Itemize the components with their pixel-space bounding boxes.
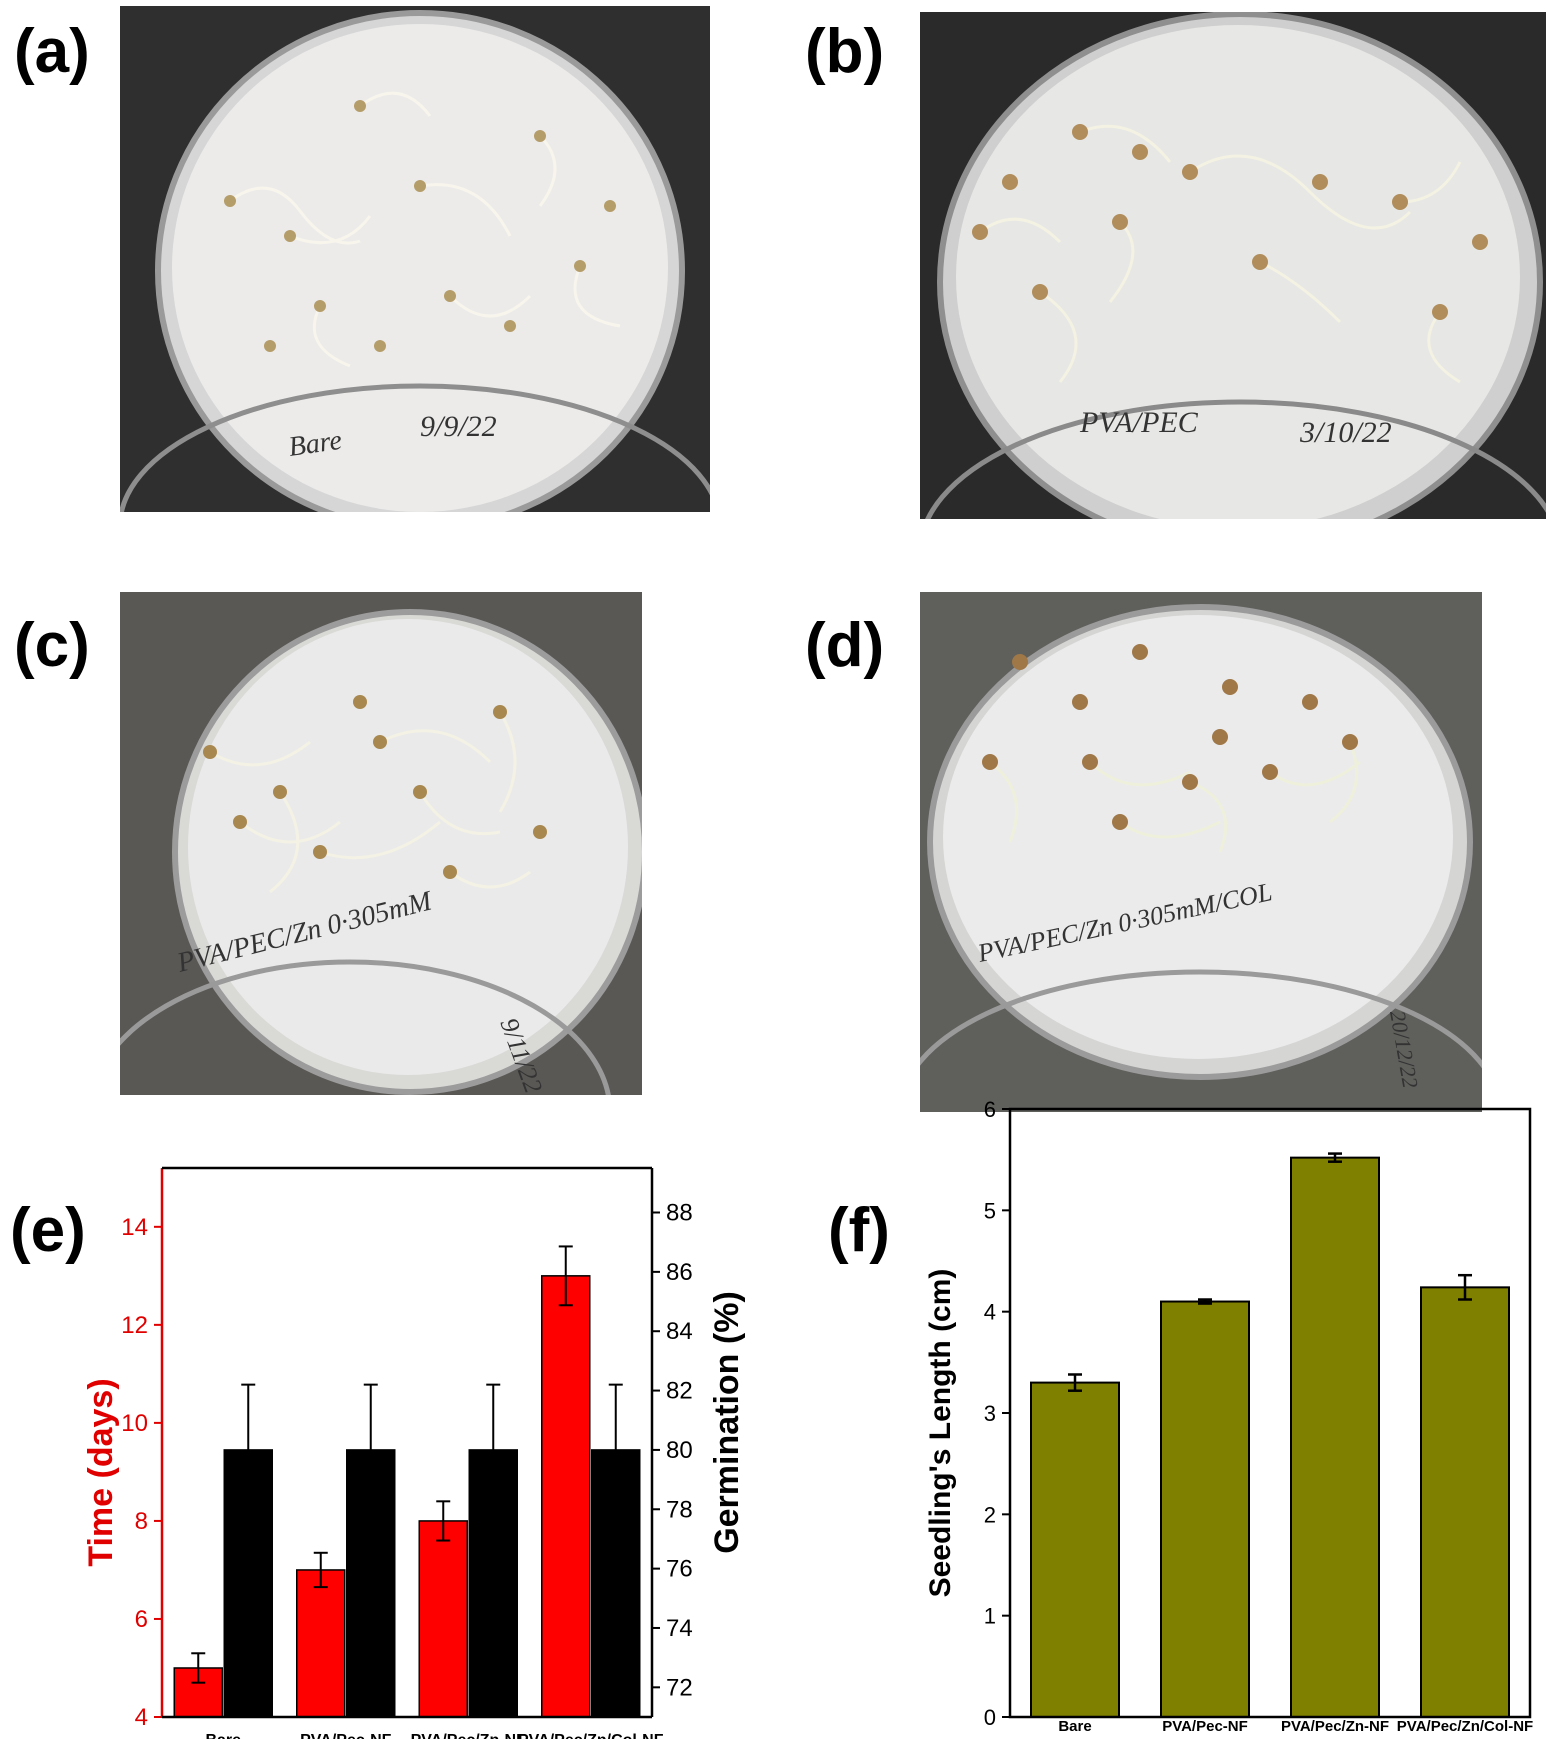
y2-tick-label-e-3: 78: [666, 1496, 693, 1523]
photo-petri-dish-pva-pec: PVA/PEC 3/10/22: [920, 12, 1546, 519]
x-tick-label-e-2: PVA/Pec/Zn-NF: [411, 1732, 527, 1739]
bar-time-1: [296, 1569, 346, 1718]
panel-label-d: (d): [805, 611, 885, 680]
bar-time-2: [418, 1520, 468, 1718]
x-tick-label-e-0: Bare: [205, 1732, 241, 1739]
photo-petri-dish-pva-pec-zn-col: PVA/PEC/Zn 0·305mM/COL 20/12/22: [920, 592, 1482, 1112]
y-tick-label-e-3: 10: [121, 1410, 148, 1437]
dish-label-a: Bare: [287, 425, 344, 463]
panel-label-b: (b): [805, 17, 885, 86]
y-tick-label-e-4: 12: [121, 1312, 148, 1339]
y-tick-label-e-0: 4: [135, 1704, 148, 1731]
panel-label-a: (a): [14, 17, 90, 86]
panel-label-c: (c): [14, 611, 90, 680]
y2-tick-label-e-8: 88: [666, 1200, 693, 1227]
y2-tick-label-e-1: 74: [666, 1615, 693, 1642]
y2-axis-title-e: Germination (%): [708, 1291, 746, 1554]
panel-label-f: (f): [828, 1196, 890, 1265]
y2-tick-label-e-2: 76: [666, 1556, 693, 1583]
y-tick-label-e-2: 8: [135, 1508, 148, 1535]
y2-tick-label-e-5: 82: [666, 1378, 693, 1405]
dish-date-a: 9/9/22: [420, 410, 497, 443]
dish-date-b: 3/10/22: [1299, 416, 1392, 449]
bar-germination-2: [468, 1449, 518, 1718]
bar-time-3: [541, 1275, 591, 1718]
panel-label-e: (e): [10, 1196, 86, 1265]
y2-tick-label-e-4: 80: [666, 1437, 693, 1464]
y-axis-title-e: Time (days): [82, 1378, 120, 1566]
bar-germination-3: [591, 1449, 641, 1718]
y-tick-label-e-5: 14: [121, 1214, 148, 1241]
dish-label-b: PVA/PEC: [1079, 406, 1199, 439]
photo-petri-dish-bare: Bare 9/9/22: [120, 6, 710, 512]
bar-germination-0: [223, 1449, 273, 1718]
y2-tick-label-e-0: 72: [666, 1674, 693, 1701]
y2-tick-label-e-6: 84: [666, 1318, 693, 1345]
y2-tick-label-e-7: 86: [666, 1259, 693, 1286]
y-tick-label-e-1: 6: [135, 1606, 148, 1633]
x-tick-label-e-3: PVA/Pec/Zn/Col-NF: [518, 1732, 664, 1739]
x-tick-label-e-1: PVA/Pec-NF: [300, 1732, 392, 1739]
photo-petri-dish-pva-pec-zn: PVA/PEC/Zn 0·305mM 9/11/22: [120, 592, 642, 1095]
bar-germination-1: [346, 1449, 396, 1718]
